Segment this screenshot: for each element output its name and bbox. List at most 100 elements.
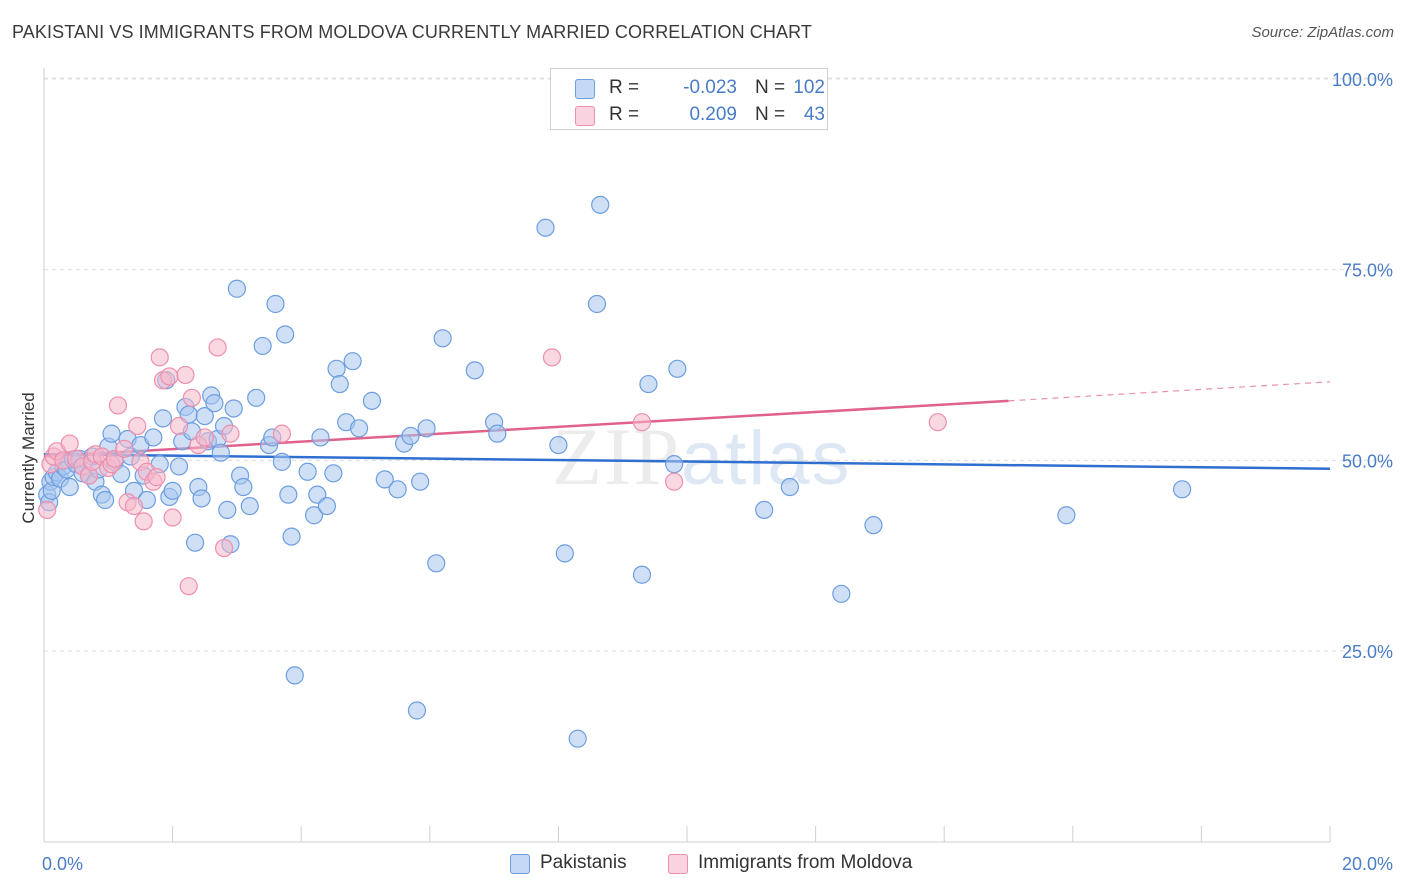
grid-lines: [44, 77, 1392, 652]
pakistani-point: [253, 336, 272, 356]
pakistani-point: [433, 329, 452, 348]
legend-n-value: 43: [803, 104, 825, 125]
pakistani-point: [388, 480, 407, 499]
legend-n-label: N =: [755, 104, 786, 125]
pakistani-point: [327, 359, 346, 378]
pakistani-point: [568, 729, 587, 748]
axis-labels: 25.0% 50.0% 75.0% 100.0% 0.0% 20.0% Currently …: [19, 70, 1393, 874]
pakistani-point: [639, 374, 658, 394]
pakistani-point: [668, 359, 687, 378]
data-points: [38, 195, 1192, 748]
pakistani-point: [832, 584, 851, 603]
legend-swatch-pink: [668, 854, 688, 874]
legend-r-value: 0.209: [689, 104, 737, 125]
source-credit: Source: ZipAtlas.com: [1251, 24, 1394, 41]
watermark-atlas: atlas: [681, 416, 852, 501]
pakistani-point: [102, 424, 121, 443]
pakistani-point: [324, 464, 343, 483]
legend-r-label: R =: [609, 104, 640, 125]
pakistani-point: [186, 533, 205, 552]
pakistani-point: [272, 452, 292, 471]
pakistani-point: [169, 457, 189, 476]
moldova-point: [221, 424, 240, 443]
watermark: ZIPatlas: [552, 410, 852, 504]
y-tick-label: 100.0%: [1332, 70, 1393, 90]
pakistani-point: [205, 394, 224, 413]
legend-r-value: -0.023: [683, 77, 737, 98]
pakistani-point: [311, 428, 330, 447]
pakistani-point: [227, 279, 246, 298]
pakistani-point: [304, 506, 324, 525]
pakistani-point: [536, 218, 555, 237]
moldova-point: [147, 468, 166, 487]
pakistani-point: [591, 195, 610, 214]
pakistani-point: [665, 455, 684, 474]
legend-swatch-pink: [575, 106, 595, 126]
pakistani-point: [144, 428, 163, 447]
legend-label: Immigrants from Moldova: [698, 852, 913, 873]
legend-label: Pakistanis: [540, 852, 627, 873]
pakistani-point: [401, 426, 420, 446]
moldova-point: [208, 338, 227, 357]
y-tick-label: 75.0%: [1342, 261, 1393, 281]
pakistani-point: [240, 496, 259, 516]
pakistani-point: [276, 325, 295, 344]
moldova-point: [182, 388, 201, 407]
moldova-point: [128, 416, 147, 436]
pakistani-point: [555, 544, 574, 563]
pakistani-point: [417, 419, 436, 438]
x-tick-label: 20.0%: [1342, 854, 1393, 874]
y-tick-label: 50.0%: [1342, 451, 1393, 471]
legend-swatch-blue: [510, 854, 530, 874]
pakistani-point: [587, 294, 607, 314]
pakistani-point: [549, 435, 568, 455]
pakistani-point: [488, 424, 507, 443]
correlation-legend: R = -0.023 N = 102 R = 0.209 N = 43: [550, 68, 828, 130]
moldova-point: [115, 439, 134, 458]
pakistani-point: [407, 701, 427, 720]
moldova-point: [150, 348, 169, 367]
pakistani-point: [298, 462, 317, 481]
pakistani-point: [218, 500, 237, 520]
pakistani-point: [279, 485, 298, 504]
pakistani-point: [1173, 480, 1192, 499]
pakistani-point: [153, 409, 173, 428]
legend-r-label: R =: [609, 77, 640, 98]
moldova-point: [272, 424, 292, 443]
pakistani-point: [1057, 506, 1076, 525]
moldova-point: [214, 538, 234, 558]
pakistani-point: [192, 489, 211, 508]
pakistani-point: [282, 527, 301, 546]
moldova-point: [163, 508, 182, 527]
moldova-point: [542, 348, 562, 367]
pakistani-point: [632, 565, 652, 584]
chart-title: PAKISTANI VS IMMIGRANTS FROM MOLDOVA CUR…: [12, 22, 812, 42]
pakistani-point: [349, 419, 369, 438]
moldova-point: [169, 416, 189, 436]
moldova-point: [38, 500, 57, 520]
pakistani-point: [234, 477, 253, 497]
moldova-point: [60, 434, 79, 453]
legend-n-value: 102: [793, 77, 825, 98]
y-tick-label: 25.0%: [1342, 642, 1393, 662]
pakistani-point: [343, 352, 362, 371]
trend-lines: [43, 381, 1331, 470]
moldova-point: [134, 512, 153, 531]
moldova-point: [195, 428, 214, 447]
moldova-point: [108, 396, 128, 415]
pakistani-point: [60, 477, 79, 497]
axes: [43, 68, 1331, 843]
pakistani-point: [330, 374, 349, 394]
x-tick-label: 0.0%: [42, 854, 83, 874]
moldova-point: [160, 367, 179, 386]
pakistani-trend-line: [43, 452, 1331, 470]
pakistani-point: [755, 500, 774, 520]
pakistani-point: [465, 361, 484, 380]
y-axis-title: Currently Married: [19, 392, 38, 523]
pakistani-point: [780, 477, 799, 497]
moldova-point: [928, 413, 947, 432]
series-legend: Pakistanis Immigrants from Moldova: [0, 852, 1406, 878]
moldova-point: [124, 496, 144, 516]
moldova-trend-extension: [1008, 381, 1331, 402]
moldova-point: [632, 413, 652, 432]
